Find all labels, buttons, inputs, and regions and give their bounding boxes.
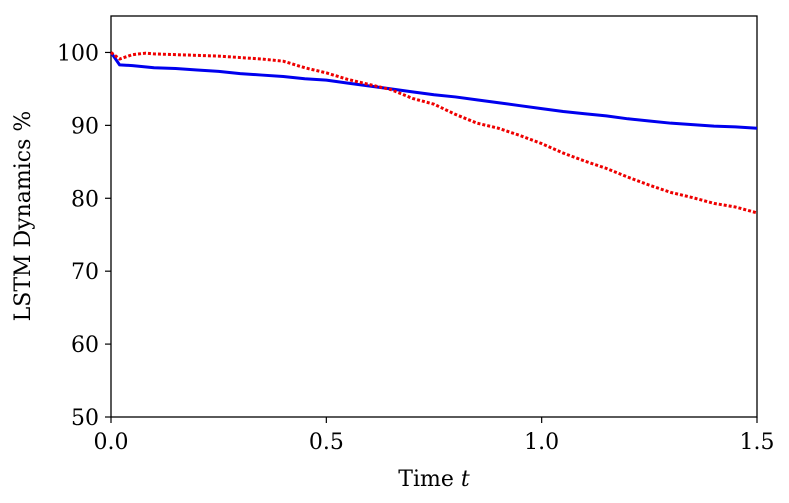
x-axis-label: Time t [398, 467, 470, 492]
y-tick-label: 80 [71, 187, 99, 212]
y-axis-label: LSTM Dynamics % [11, 111, 36, 322]
series-line-2 [110, 51, 758, 215]
x-axis-label-variable: t [461, 467, 470, 492]
y-axis: 50 60 70 80 90 100 [57, 41, 111, 431]
y-tick-label: 70 [71, 260, 99, 285]
plot-frame [110, 15, 758, 418]
series-layer [109, 51, 758, 215]
y-tick-label: 100 [57, 41, 99, 66]
x-tick-label: 1.0 [524, 430, 559, 455]
series-line-1 [109, 51, 758, 130]
x-tick-label: 0.0 [94, 430, 129, 455]
x-tick-label: 0.5 [309, 430, 344, 455]
x-tick-label: 1.5 [740, 430, 775, 455]
y-tick-label: 90 [71, 114, 99, 139]
x-axis: 0.0 0.5 1.0 1.5 [94, 417, 775, 455]
y-tick-label: 60 [71, 333, 99, 358]
y-tick-label: 50 [71, 406, 99, 431]
